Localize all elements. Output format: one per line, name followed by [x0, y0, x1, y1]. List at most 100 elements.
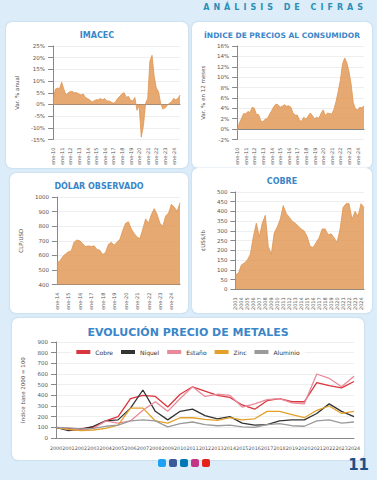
svg-text:ene-10: ene-10	[234, 148, 240, 166]
svg-text:Var. % en 12 meses: Var. % en 12 meses	[200, 66, 206, 120]
svg-text:500: 500	[38, 267, 49, 273]
svg-text:700: 700	[38, 360, 49, 366]
svg-text:Índice base 2000 = 100: Índice base 2000 = 100	[19, 357, 26, 423]
svg-text:2009: 2009	[162, 446, 174, 451]
svg-text:2015: 2015	[236, 446, 248, 451]
svg-text:2011: 2011	[186, 446, 198, 451]
svg-text:ene-20: ene-20	[123, 293, 129, 311]
svg-text:2004: 2004	[100, 446, 112, 451]
svg-text:100: 100	[38, 424, 49, 430]
svg-text:2007: 2007	[137, 446, 149, 451]
svg-text:2010: 2010	[174, 446, 186, 451]
svg-text:15%: 15%	[33, 66, 45, 72]
svg-text:1000: 1000	[35, 194, 49, 200]
svg-text:ene-22: ene-22	[153, 148, 159, 166]
svg-text:2%: 2%	[220, 116, 229, 122]
svg-text:IMACEC: IMACEC	[80, 31, 114, 40]
svg-text:ene-20: ene-20	[136, 148, 142, 166]
svg-text:450: 450	[217, 199, 228, 205]
svg-text:DÓLAR OBSERVADO: DÓLAR OBSERVADO	[54, 180, 143, 191]
svg-text:Aluminio: Aluminio	[273, 349, 300, 356]
svg-text:600: 600	[38, 371, 49, 377]
svg-text:ene-13: ene-13	[260, 148, 266, 166]
svg-text:ene-20: ene-20	[320, 148, 326, 166]
svg-text:8%: 8%	[220, 85, 229, 91]
svg-text:0%: 0%	[220, 126, 229, 132]
svg-text:200: 200	[217, 247, 228, 253]
svg-text:2005: 2005	[112, 446, 124, 451]
svg-text:2017: 2017	[261, 446, 273, 451]
svg-text:2014: 2014	[224, 446, 236, 451]
svg-text:20%: 20%	[33, 55, 45, 61]
svg-text:Zinc: Zinc	[234, 349, 247, 356]
svg-text:ene-16: ene-16	[77, 293, 83, 311]
svg-text:ene-21: ene-21	[329, 148, 335, 166]
svg-text:ene-11: ene-11	[59, 148, 65, 166]
svg-text:0%: 0%	[36, 101, 45, 107]
svg-text:Cobre: Cobre	[95, 349, 113, 356]
svg-text:ene-17: ene-17	[294, 148, 300, 166]
svg-text:2020: 2020	[298, 446, 310, 451]
svg-text:700: 700	[38, 238, 49, 244]
svg-text:300: 300	[38, 403, 49, 409]
svg-text:2001: 2001	[62, 446, 74, 451]
svg-text:150: 150	[217, 257, 228, 263]
svg-text:ene-18: ene-18	[119, 148, 125, 166]
svg-text:ene-16: ene-16	[102, 148, 108, 166]
svg-text:ene-17: ene-17	[110, 148, 116, 166]
svg-text:25%: 25%	[33, 43, 45, 49]
svg-text:ene-24: ene-24	[168, 293, 174, 311]
svg-text:ene-16: ene-16	[286, 148, 292, 166]
svg-text:2008: 2008	[149, 446, 161, 451]
svg-text:6%: 6%	[220, 95, 229, 101]
svg-text:CLP/USD: CLP/USD	[18, 229, 24, 253]
svg-text:2019: 2019	[286, 446, 298, 451]
svg-text:ene-14: ene-14	[85, 148, 91, 166]
svg-text:400: 400	[38, 392, 49, 398]
svg-text:10%: 10%	[217, 74, 229, 80]
svg-text:ene-11: ene-11	[243, 148, 249, 166]
svg-text:-15%: -15%	[31, 137, 45, 143]
svg-text:50: 50	[220, 277, 227, 283]
svg-text:ene-14: ene-14	[269, 148, 275, 166]
svg-text:2024: 2024	[358, 297, 364, 310]
svg-text:200: 200	[38, 414, 49, 420]
svg-text:500: 500	[217, 189, 228, 195]
svg-text:ene-23: ene-23	[162, 148, 168, 166]
svg-text:ene-24: ene-24	[355, 148, 361, 166]
svg-text:0: 0	[224, 286, 228, 292]
svg-text:Níquel: Níquel	[140, 349, 159, 357]
svg-text:14%: 14%	[217, 53, 229, 59]
svg-text:ene-22: ene-22	[337, 148, 343, 166]
svg-text:ene-18: ene-18	[303, 148, 309, 166]
svg-text:ene-18: ene-18	[100, 293, 106, 311]
svg-text:2018: 2018	[273, 446, 285, 451]
svg-text:350: 350	[217, 218, 228, 224]
svg-text:900: 900	[38, 339, 49, 345]
svg-text:ene-19: ene-19	[128, 148, 134, 166]
svg-text:100: 100	[217, 267, 228, 273]
svg-text:-10%: -10%	[31, 125, 45, 131]
svg-text:ene-24: ene-24	[171, 148, 177, 166]
svg-text:ene-15: ene-15	[93, 148, 99, 166]
svg-text:10%: 10%	[33, 78, 45, 84]
svg-text:ene-19: ene-19	[312, 148, 318, 166]
svg-text:2022: 2022	[323, 446, 335, 451]
svg-text:900: 900	[38, 209, 49, 215]
svg-text:800: 800	[38, 350, 49, 356]
svg-text:ene-21: ene-21	[134, 293, 140, 311]
svg-text:-5%: -5%	[34, 113, 45, 119]
svg-text:400: 400	[217, 208, 228, 214]
svg-text:0: 0	[45, 435, 49, 441]
svg-text:ene-23: ene-23	[157, 293, 163, 311]
svg-text:-2%: -2%	[218, 137, 229, 143]
svg-text:ene-10: ene-10	[50, 148, 56, 166]
svg-text:2013: 2013	[211, 446, 223, 451]
svg-text:Var. % anual: Var. % anual	[14, 75, 20, 110]
svg-text:ene-12: ene-12	[251, 148, 257, 166]
svg-text:2006: 2006	[124, 446, 136, 451]
svg-text:ene-21: ene-21	[145, 148, 151, 166]
svg-text:250: 250	[217, 238, 228, 244]
svg-text:ene-23: ene-23	[346, 148, 352, 166]
svg-text:2012: 2012	[199, 446, 211, 451]
